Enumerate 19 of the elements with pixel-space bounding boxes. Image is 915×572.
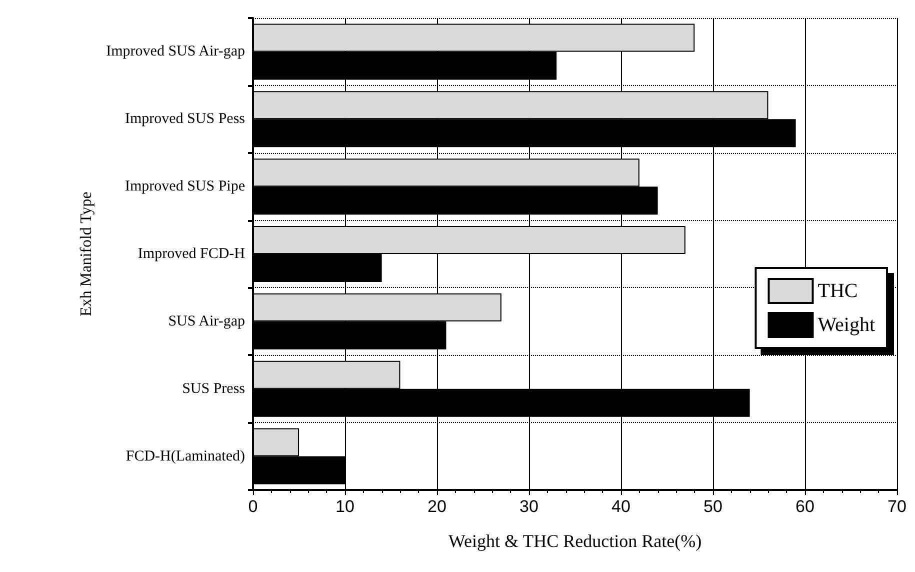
y-tick-label: Improved SUS Pess — [124, 111, 246, 128]
y-tick-label: SUS Air-gap — [168, 313, 245, 330]
y-tick-label: Improved SUS Pipe — [125, 178, 246, 195]
x-tick-label: 70 — [888, 497, 906, 516]
legend-label: THC — [818, 280, 858, 302]
x-tick-label: 0 — [248, 497, 258, 516]
x-tick-label: 60 — [796, 497, 814, 516]
y-tick-label: FCD-H(Laminated) — [126, 448, 245, 464]
y-tick-label: Improved FCD-H — [138, 246, 246, 262]
legend-label: Weight — [818, 314, 876, 336]
x-axis-title: Weight & THC Reduction Rate(%) — [448, 531, 702, 551]
y-tick-label: SUS Press — [182, 380, 246, 397]
x-tick-label: 30 — [520, 497, 538, 516]
x-tick-label: 50 — [704, 497, 722, 516]
x-tick-label: 10 — [336, 497, 354, 516]
y-tick-label: Improved SUS Air-gap — [106, 44, 245, 60]
y-axis-title: Exh Manifold Type — [78, 192, 95, 316]
x-tick-label: 40 — [612, 497, 630, 516]
x-tick-label: 20 — [428, 497, 446, 516]
